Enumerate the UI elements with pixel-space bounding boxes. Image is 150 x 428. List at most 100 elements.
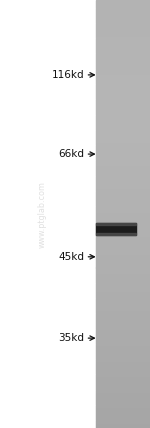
- Bar: [96, 57, 150, 58]
- Bar: [96, 211, 150, 212]
- Bar: [96, 230, 150, 231]
- Bar: [96, 26, 150, 27]
- Bar: [96, 24, 150, 26]
- Bar: [96, 199, 150, 200]
- Bar: [96, 32, 150, 33]
- Bar: [96, 398, 150, 399]
- Bar: [96, 136, 150, 137]
- Bar: [96, 182, 150, 183]
- Bar: [96, 332, 150, 333]
- Bar: [96, 156, 150, 157]
- Bar: [96, 407, 150, 409]
- Bar: [96, 333, 150, 334]
- Bar: [96, 38, 150, 39]
- Bar: [96, 74, 150, 75]
- Bar: [96, 273, 150, 274]
- Bar: [96, 236, 150, 238]
- Bar: [96, 354, 150, 355]
- Bar: [96, 386, 150, 387]
- Bar: [96, 122, 150, 123]
- Bar: [96, 359, 150, 360]
- Bar: [96, 128, 150, 129]
- Bar: [96, 261, 150, 262]
- Bar: [96, 243, 150, 244]
- Bar: [96, 360, 150, 362]
- Bar: [96, 40, 150, 41]
- Bar: [96, 225, 150, 226]
- Bar: [96, 75, 150, 76]
- Bar: [96, 30, 150, 31]
- Bar: [96, 145, 150, 146]
- Text: 116kd: 116kd: [51, 70, 84, 80]
- Bar: [96, 348, 150, 349]
- Bar: [96, 131, 150, 132]
- Bar: [96, 206, 150, 208]
- Bar: [96, 219, 150, 220]
- Bar: [96, 106, 150, 107]
- Bar: [96, 158, 150, 160]
- Bar: [96, 214, 150, 215]
- Bar: [96, 422, 150, 423]
- Bar: [96, 201, 150, 202]
- Bar: [96, 104, 150, 105]
- Bar: [96, 393, 150, 394]
- Bar: [96, 215, 150, 216]
- Bar: [96, 209, 150, 210]
- Bar: [96, 285, 150, 286]
- Bar: [96, 280, 150, 282]
- Bar: [96, 133, 150, 134]
- Bar: [96, 89, 150, 90]
- Bar: [96, 181, 150, 182]
- Bar: [96, 266, 150, 268]
- Bar: [96, 239, 150, 240]
- Bar: [96, 110, 150, 111]
- Bar: [96, 262, 150, 263]
- Bar: [96, 48, 150, 49]
- Bar: [96, 173, 150, 175]
- Bar: [96, 190, 150, 192]
- Bar: [96, 250, 150, 252]
- Bar: [96, 179, 150, 180]
- Bar: [96, 380, 150, 381]
- Bar: [96, 228, 150, 229]
- Bar: [96, 47, 150, 48]
- Bar: [96, 46, 150, 47]
- Bar: [96, 116, 150, 118]
- Bar: [96, 152, 150, 153]
- Bar: [96, 34, 150, 36]
- Bar: [96, 45, 150, 46]
- Bar: [96, 78, 150, 79]
- Bar: [96, 347, 150, 348]
- Bar: [96, 100, 150, 101]
- Bar: [96, 411, 150, 412]
- Bar: [96, 94, 150, 95]
- Bar: [96, 198, 150, 199]
- Bar: [96, 313, 150, 315]
- Bar: [96, 233, 150, 235]
- Bar: [96, 33, 150, 34]
- Bar: [96, 275, 150, 276]
- Bar: [96, 169, 150, 170]
- Bar: [96, 384, 150, 385]
- Bar: [96, 220, 150, 222]
- Bar: [96, 316, 150, 317]
- Bar: [96, 425, 150, 426]
- Bar: [96, 143, 150, 145]
- Bar: [96, 381, 150, 382]
- Bar: [96, 120, 150, 121]
- Bar: [96, 291, 150, 292]
- Bar: [96, 282, 150, 283]
- Bar: [96, 115, 150, 116]
- Bar: [96, 36, 150, 38]
- Bar: [96, 157, 150, 158]
- Bar: [96, 299, 150, 300]
- Bar: [96, 93, 150, 94]
- Bar: [96, 401, 150, 402]
- Bar: [96, 245, 150, 246]
- Bar: [96, 148, 150, 149]
- Bar: [96, 195, 150, 196]
- Bar: [96, 21, 150, 22]
- Bar: [96, 385, 150, 386]
- Bar: [96, 368, 150, 369]
- Bar: [96, 223, 136, 225]
